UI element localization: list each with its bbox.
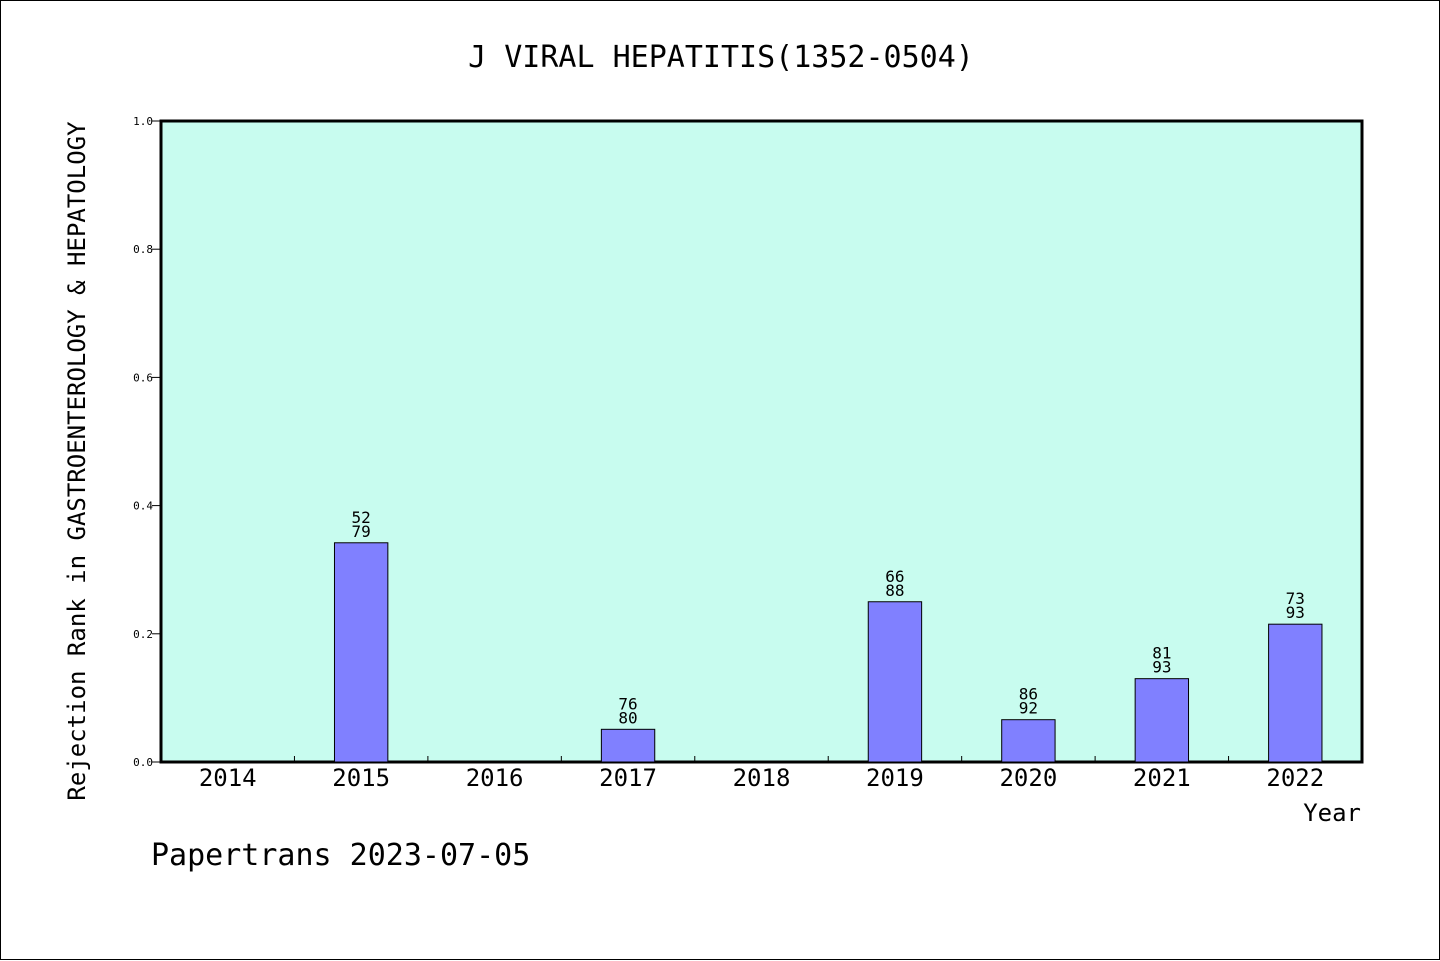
- x-axis-label: Year: [1303, 799, 1361, 827]
- bar-label-bottom: 93: [1152, 658, 1171, 677]
- x-tick-label: 2017: [599, 764, 657, 792]
- chart-title: J VIRAL HEPATITIS(1352-0504): [468, 40, 974, 75]
- y-tick-label: 0.8: [133, 243, 153, 256]
- bar-label-top: 73: [1286, 589, 1305, 608]
- x-tick-label: 2018: [733, 764, 791, 792]
- x-tick-label: 2021: [1133, 764, 1191, 792]
- x-tick-label: 2016: [466, 764, 524, 792]
- y-axis: 0.0 0.2 0.4 0.6 0.8 1.0: [133, 115, 161, 769]
- bar-label-bottom: 80: [618, 708, 637, 727]
- bar-label-top: 66: [885, 567, 904, 586]
- y-tick-label: 0.6: [133, 371, 153, 384]
- bar-2021: [1134, 678, 1190, 763]
- bar-label-top: 76: [618, 694, 637, 713]
- bar-2017: [600, 728, 656, 763]
- x-tick-label: 2015: [332, 764, 390, 792]
- bar-2019: [867, 601, 923, 763]
- y-tick-label: 0.2: [133, 628, 153, 641]
- bar-2020: [1001, 719, 1056, 763]
- bar-2015: [333, 542, 389, 763]
- bar-label-bottom: 93: [1286, 603, 1305, 622]
- y-tick-label: 0.4: [133, 500, 153, 513]
- x-axis: 2014 2015 2016 2017 2018 2019 2020 2021 2022: [199, 756, 1324, 792]
- y-tick-label: 0.0: [133, 756, 153, 769]
- bar-label-bottom: 88: [885, 581, 904, 600]
- y-tick-label: 1.0: [133, 115, 153, 128]
- bar-label-bottom: 92: [1019, 699, 1038, 718]
- x-tick-label: 2020: [999, 764, 1057, 792]
- bar-label-top: 52: [352, 508, 371, 527]
- x-tick-label: 2022: [1266, 764, 1324, 792]
- x-tick-label: 2019: [866, 764, 924, 792]
- footer-credit: Papertrans 2023-07-05: [151, 838, 530, 873]
- y-axis-label: Rejection Rank in GASTROENTEROLOGY & HEP…: [63, 121, 91, 801]
- bar-label-bottom: 79: [352, 522, 371, 541]
- bar-2022: [1268, 623, 1323, 763]
- bar-label-top: 86: [1019, 685, 1038, 704]
- bar-label-top: 81: [1152, 644, 1171, 663]
- x-tick-label: 2014: [199, 764, 257, 792]
